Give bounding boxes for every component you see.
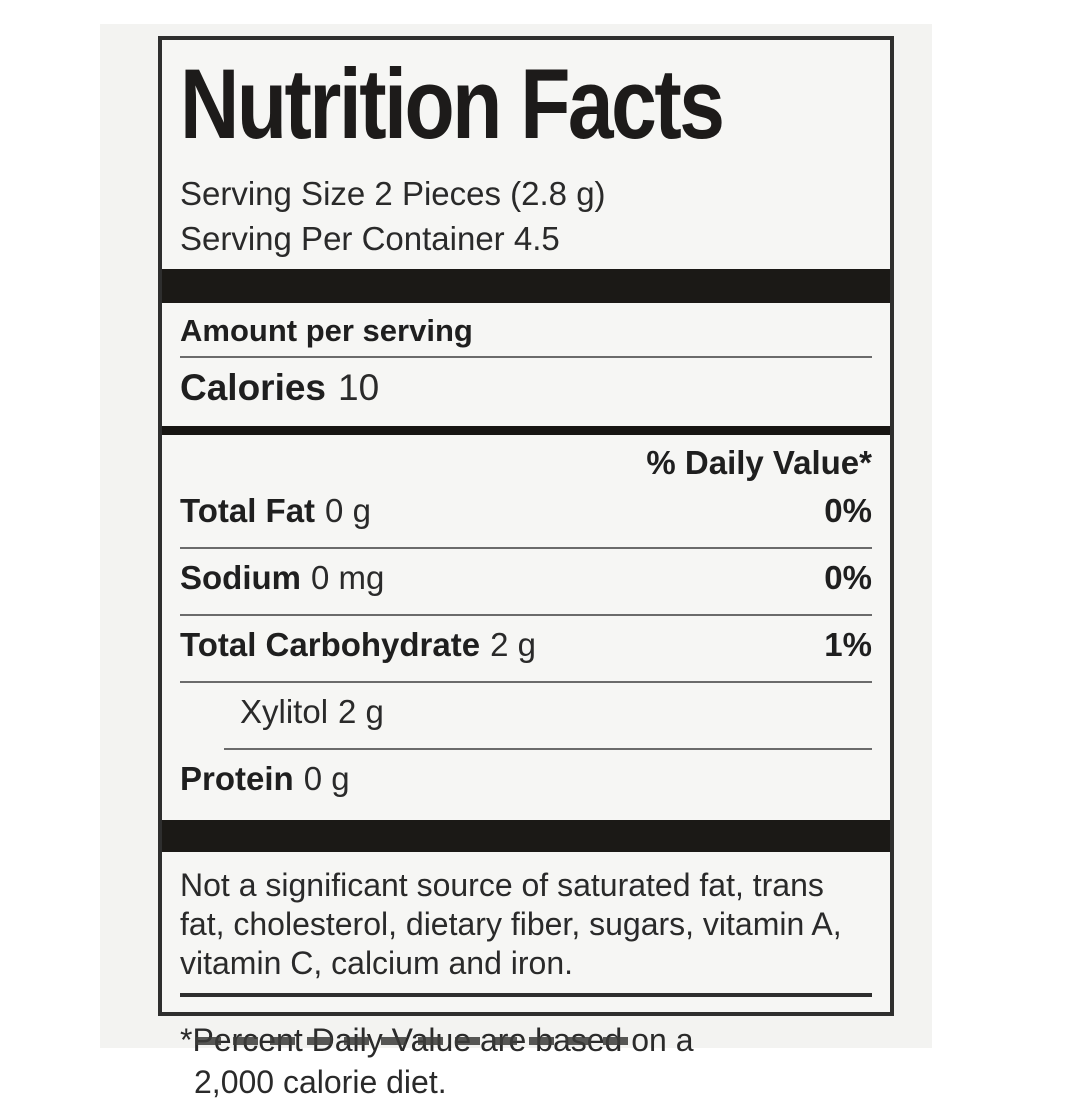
nutrient-cell: Total Carbohydrate 2 g	[180, 626, 536, 664]
footnote-line-2: 2,000 calorie diet.	[194, 1064, 447, 1100]
nutrient-daily-value: 0%	[824, 559, 872, 596]
calories-row: Calories 10	[180, 367, 872, 409]
daily-value-header: % Daily Value*	[646, 444, 872, 481]
nutrient-amount: 2 g	[490, 626, 536, 663]
separator-bar-top	[162, 269, 890, 303]
not-significant-source-text: Not a significant source of saturated fa…	[180, 867, 842, 981]
nutrient-row-xylitol: Xylitol 2 g	[180, 683, 872, 741]
nutrient-name: Xylitol	[240, 693, 329, 730]
nutrient-row-protein: Protein 0 g	[180, 750, 872, 808]
separator-bar-bottom	[162, 820, 890, 852]
nutrient-cell: Total Fat 0 g	[180, 492, 371, 530]
nutrient-cell: Protein 0 g	[180, 760, 350, 798]
label-photo: Nutrition Facts Serving Size 2 Pieces (2…	[100, 24, 932, 1100]
nutrient-amount: 0 g	[325, 492, 371, 529]
thin-rule	[180, 614, 872, 616]
nutrient-cell: Sodium 0 mg	[180, 559, 384, 597]
nutrient-daily-value: 0%	[824, 492, 872, 529]
serving-info: Serving Size 2 Pieces (2.8 g) Serving Pe…	[180, 171, 872, 261]
nutrient-amount: 2 g	[338, 693, 384, 730]
nutrient-name: Protein	[180, 760, 294, 797]
daily-value-footnote: *Percent Daily Value are based on a 2,00…	[180, 1019, 872, 1103]
nutrient-amount: 0 mg	[311, 559, 385, 596]
thin-rule-indented	[224, 748, 872, 750]
nutrition-facts-panel: Nutrition Facts Serving Size 2 Pieces (2…	[158, 36, 894, 1100]
medium-rule	[180, 993, 872, 997]
serving-size: Serving Size 2 Pieces (2.8 g)	[180, 175, 606, 212]
nutrient-name: Total Fat	[180, 492, 316, 529]
nutrient-name: Total Carbohydrate	[180, 626, 481, 663]
calories-label: Calories	[180, 367, 327, 408]
nutrient-cell: Xylitol 2 g	[240, 693, 384, 731]
calories-value: 10	[338, 367, 380, 408]
thin-rule	[180, 547, 872, 549]
servings-per-container: Serving Per Container 4.5	[180, 220, 560, 257]
thin-rule	[180, 356, 872, 358]
nutrient-daily-value: 1%	[824, 626, 872, 663]
separator-bar-mid	[162, 426, 890, 435]
cut-off-text-strip	[196, 1037, 640, 1045]
nutrient-row-sodium: Sodium 0 mg 0%	[180, 549, 872, 607]
nutrient-row-total-carbohydrate: Total Carbohydrate 2 g 1%	[180, 616, 872, 674]
nutrition-facts-title: Nutrition Facts	[180, 48, 725, 159]
thin-rule	[180, 681, 872, 683]
amount-per-serving-label: Amount per serving	[180, 313, 473, 348]
nutrient-row-total-fat: Total Fat 0 g 0%	[180, 482, 872, 540]
nutrient-amount: 0 g	[303, 760, 350, 797]
nutrient-name: Sodium	[180, 559, 301, 596]
